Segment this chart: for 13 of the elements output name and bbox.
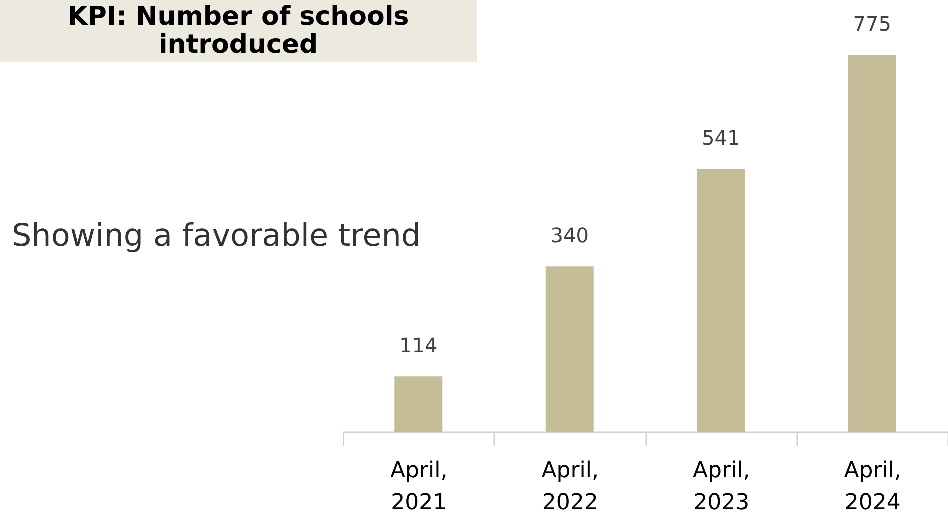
x-tick-label: April, 2024 xyxy=(844,458,902,513)
bar xyxy=(697,168,746,432)
data-label: 114 xyxy=(400,334,438,358)
data-label: 340 xyxy=(550,224,589,248)
data-label: 775 xyxy=(853,12,892,36)
bar xyxy=(394,376,443,432)
text: Showing a favorable trend xyxy=(12,218,422,254)
x-tick-label: April, 2021 xyxy=(390,458,448,513)
bar xyxy=(546,266,594,432)
bar xyxy=(848,55,896,432)
x-tick-label: April, 2023 xyxy=(692,458,750,513)
data-label: 541 xyxy=(702,126,740,150)
x-tick-label: April, 2022 xyxy=(542,458,600,513)
